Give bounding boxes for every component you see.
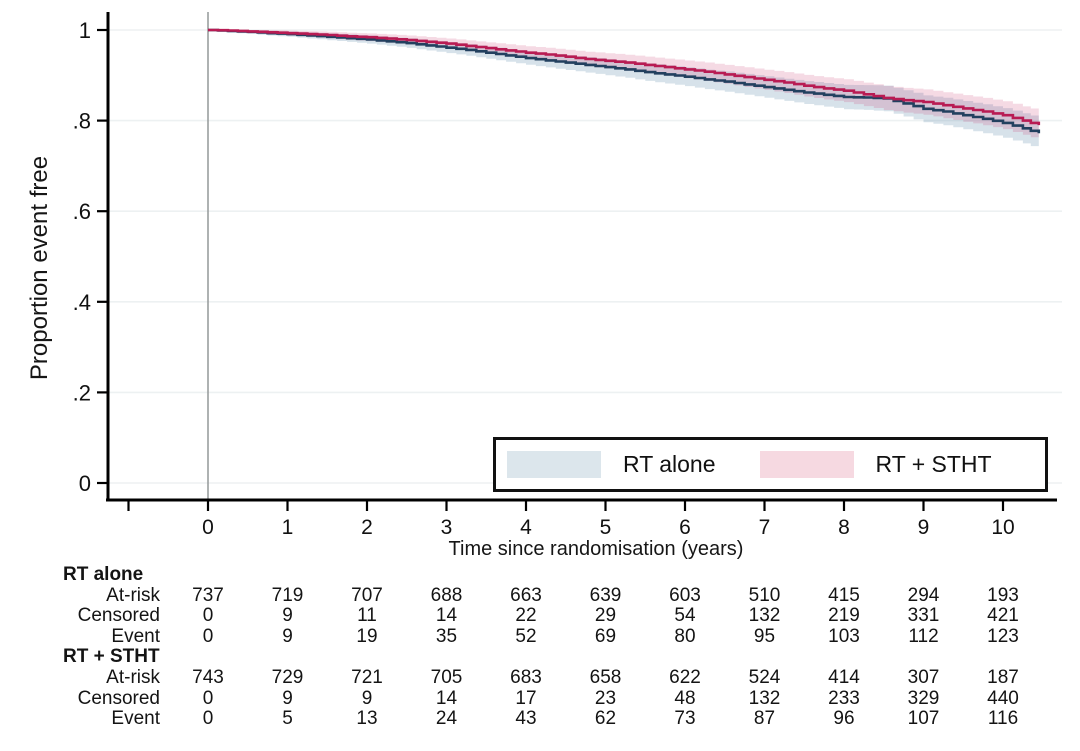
- x-tick-label: 7: [759, 516, 771, 539]
- x-tick-label: 9: [918, 516, 930, 539]
- legend-label-rt-stht: RT + STHT: [876, 451, 992, 478]
- x-tick-label: 5: [600, 516, 612, 539]
- y-tick-label: .4: [73, 290, 91, 315]
- x-tick-label: 10: [991, 516, 1014, 539]
- y-tick-label: .2: [73, 380, 91, 405]
- x-tick-label: 1: [282, 516, 294, 539]
- x-tick-label: 3: [441, 516, 453, 539]
- x-tick-label: 0: [202, 516, 214, 539]
- x-tick-label: 2: [361, 516, 373, 539]
- confidence-band-rt-stht: [208, 30, 1039, 140]
- legend-label-rt-alone: RT alone: [623, 451, 716, 478]
- km-plot-canvas: 0.2.4.6.81012345678910: [0, 0, 1080, 751]
- legend-swatch-rt-stht: [760, 451, 854, 478]
- x-tick-label: 8: [838, 516, 850, 539]
- legend-swatch-rt-alone: [507, 451, 601, 478]
- y-tick-label: .8: [73, 109, 91, 134]
- legend: RT alone RT + STHT: [493, 437, 1048, 492]
- x-tick-label: 4: [520, 516, 532, 539]
- y-tick-label: .6: [73, 199, 91, 224]
- km-figure: 0.2.4.6.81012345678910 Proportion event …: [0, 0, 1080, 751]
- y-axis-title: Proportion event free: [26, 156, 54, 380]
- y-tick-label: 1: [79, 18, 91, 43]
- x-tick-label: 6: [679, 516, 691, 539]
- x-axis-title: Time since randomisation (years): [449, 538, 744, 561]
- y-tick-label: 0: [79, 471, 91, 496]
